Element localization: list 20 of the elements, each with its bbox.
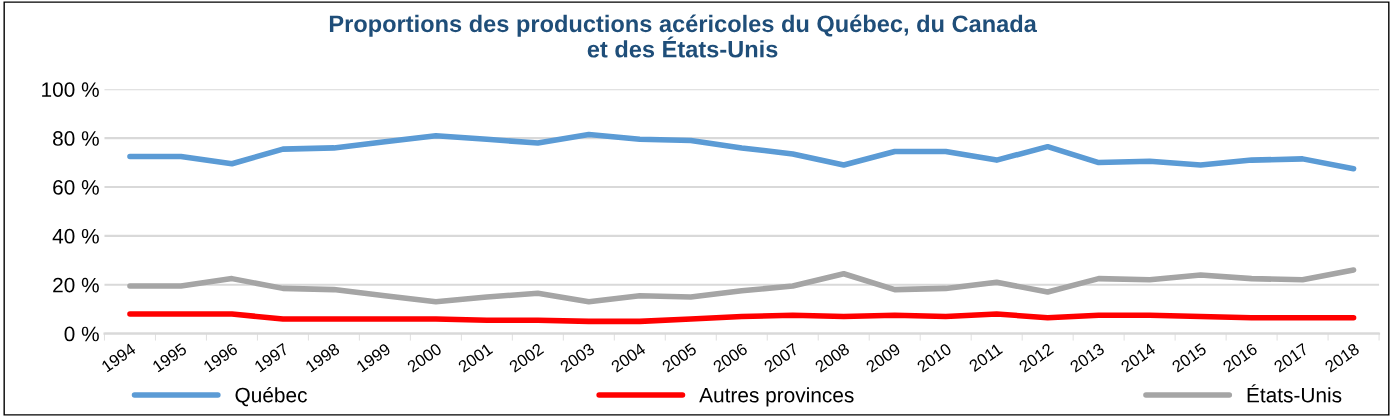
legend-label: Québec	[235, 386, 307, 407]
y-tick-label: 100 %	[42, 82, 99, 97]
x-tick-label: 1996	[202, 342, 239, 373]
y-tick-label: 20 %	[53, 277, 99, 293]
x-tick-label: 2011	[968, 342, 1004, 373]
x-tick-label: 2008	[814, 342, 851, 373]
legend-label: États-Unis	[1247, 384, 1342, 403]
x-tick-label: 2012	[1018, 342, 1055, 373]
x-tick-label: 1998	[304, 342, 341, 373]
y-tick-label: 60 %	[53, 179, 99, 195]
x-tick-label: 2013	[1069, 342, 1106, 373]
x-tick-label: 1999	[355, 342, 392, 373]
x-tick-label: 2009	[865, 342, 902, 373]
y-tick-label: 0 %	[64, 326, 99, 342]
y-tick-label: 80 %	[53, 131, 99, 146]
y-tick-label: 40 %	[52, 228, 99, 244]
x-tick-label: 1994	[100, 342, 137, 373]
chart-title: Proportions des productions acéricoles du Québec, du Canada et des États-Unis	[329, 14, 1037, 58]
legend-label: Autres provinces	[699, 387, 854, 407]
x-tick-label: 2010	[916, 342, 953, 373]
